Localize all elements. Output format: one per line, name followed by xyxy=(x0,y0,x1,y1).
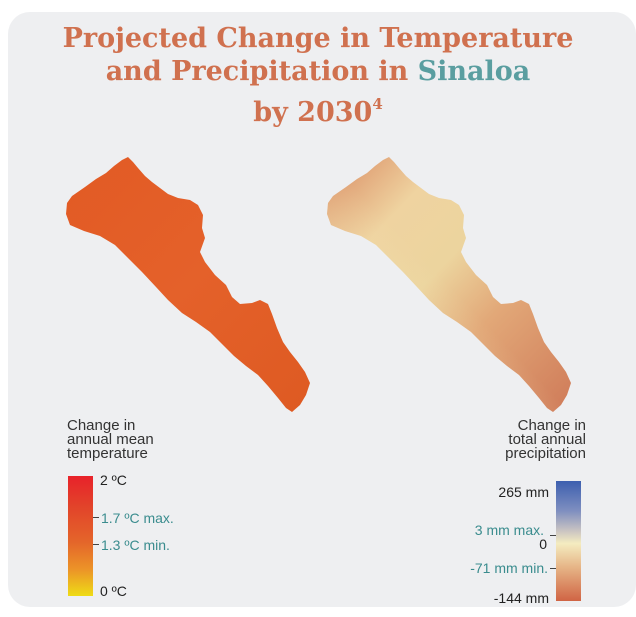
title-region-name: Sinaloa xyxy=(417,56,531,87)
precipitation-region-max-label: 3 mm max. xyxy=(474,522,544,538)
temperature-tick-region-max xyxy=(93,517,99,518)
sinaloa-temperature-shape xyxy=(66,157,310,412)
temperature-legend-title-line: annual mean xyxy=(67,431,154,448)
background-panel xyxy=(8,12,636,607)
page-title: Projected Change in Temperature and Prec… xyxy=(0,22,636,129)
temperature-min-label: 0 ºC xyxy=(100,583,127,599)
precipitation-legend-title: Change in total annual precipitation xyxy=(505,417,586,462)
precipitation-region-min-label: -71 mm min. xyxy=(470,560,548,576)
precipitation-tick-region-min xyxy=(550,568,556,569)
title-line-1: Projected Change in Temperature xyxy=(62,23,574,54)
precipitation-zero-label: 0 xyxy=(539,536,547,552)
temperature-color-bar xyxy=(68,476,93,596)
precipitation-legend-title-line: Change in xyxy=(517,417,586,434)
temperature-legend-title: Change in annual mean temperature xyxy=(67,417,154,462)
temperature-region-min-label: 1.3 ºC min. xyxy=(101,537,170,553)
title-line-2: and Precipitation in Sinaloa xyxy=(0,55,636,88)
precipitation-legend-title-line: precipitation xyxy=(505,445,586,462)
temperature-legend-title-line: Change in xyxy=(67,417,136,434)
precipitation-max-label: 265 mm xyxy=(498,484,549,500)
title-line-2-prefix: and Precipitation in xyxy=(105,56,418,87)
temperature-map xyxy=(66,157,310,412)
temperature-tick-region-min xyxy=(93,544,99,545)
temperature-legend-title-line: temperature xyxy=(67,445,148,462)
precipitation-map xyxy=(327,157,571,412)
title-line-3-text: by 2030 xyxy=(253,97,373,128)
precipitation-color-bar xyxy=(556,481,581,601)
temperature-region-max-label: 1.7 ºC max. xyxy=(101,510,174,526)
precipitation-shape-overlay xyxy=(327,157,571,412)
precipitation-tick-region-max xyxy=(550,535,556,536)
temperature-max-label: 2 ºC xyxy=(100,472,127,488)
title-line-3: by 20304 xyxy=(0,88,636,129)
precipitation-min-label: -144 mm xyxy=(493,590,549,606)
title-footnote: 4 xyxy=(372,95,383,113)
precipitation-legend-title-line: total annual xyxy=(508,431,586,448)
